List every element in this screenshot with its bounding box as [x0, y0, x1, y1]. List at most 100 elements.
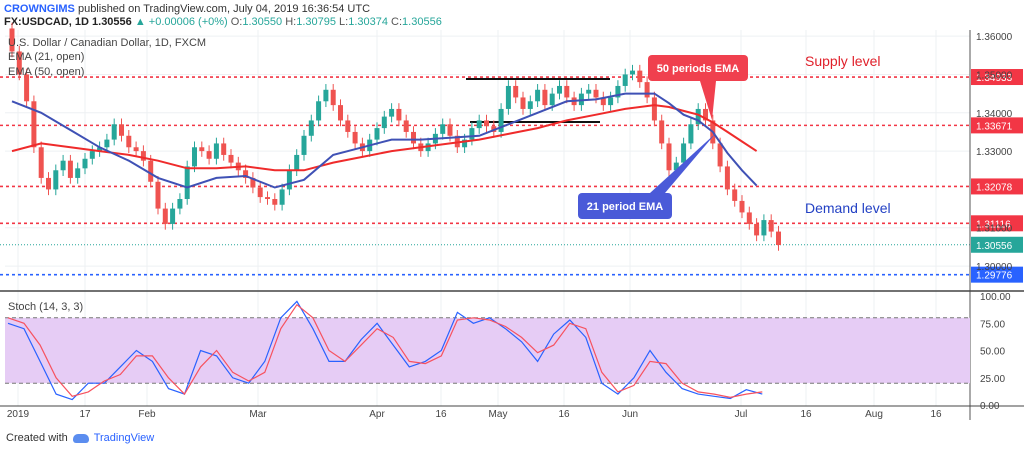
- legend-ema21: EMA (21, open): [8, 51, 84, 63]
- y-tick-label: 1.30000: [976, 262, 1013, 273]
- candle-body: [732, 189, 738, 201]
- low-label: L:: [339, 16, 349, 28]
- horizontal-levels: 1.34933 1.33671 1.32078 1.31116 1.30556 1.297…: [0, 69, 1023, 283]
- candle-body: [294, 154, 300, 171]
- y-tick-label: 1.34000: [976, 109, 1013, 120]
- ema21-callout-box: [578, 193, 672, 219]
- low-value: 1.30374: [348, 16, 388, 28]
- time-axis: 2019 17 Feb Mar Apr 16 May 16 Jun Jul 16 Aug 16: [7, 409, 942, 420]
- candle-body: [542, 89, 548, 106]
- candle-body: [228, 154, 234, 163]
- candle-body: [250, 177, 256, 188]
- candle-body: [476, 120, 482, 129]
- candle-body: [316, 101, 322, 121]
- candle-body: [622, 74, 628, 86]
- price-change: ▲ +0.00006 (+0%): [134, 16, 228, 28]
- candle-body: [119, 124, 124, 136]
- candle-body: [126, 135, 132, 148]
- annotations: Supply level Demand level 50 periods EMA 21…: [578, 53, 891, 219]
- candle-body: [381, 116, 387, 129]
- candle-body: [31, 101, 37, 148]
- candle-body: [637, 70, 643, 83]
- symbol-label[interactable]: FX:USDCAD, 1D: [4, 16, 89, 28]
- publish-line: CROWNGIMS published on TradingView.com, …: [4, 3, 442, 16]
- candle-body: [586, 89, 592, 94]
- candle-body: [593, 89, 599, 98]
- open-label: O:: [230, 16, 243, 28]
- candle-body: [754, 223, 760, 236]
- candle-body: [24, 74, 30, 102]
- candle-body: [345, 120, 351, 132]
- candle-body: [389, 108, 395, 117]
- candle-body: [53, 170, 59, 190]
- candle-body: [505, 85, 511, 109]
- stoch-y-tick-label: 0.00: [980, 401, 1000, 412]
- candle-body: [469, 128, 475, 140]
- x-tick-label: 17: [79, 409, 91, 420]
- level-price-label: 1.34933: [976, 73, 1013, 84]
- candle-body: [608, 97, 614, 106]
- supply-level-label: Supply level: [805, 53, 881, 69]
- x-tick-label: 16: [435, 409, 447, 420]
- candle-body: [338, 105, 343, 121]
- candle-body: [308, 120, 314, 136]
- candle-body: [761, 220, 767, 236]
- y-tick-label: 1.31000: [976, 224, 1013, 235]
- candle-body: [148, 160, 154, 182]
- stoch-band-fill: [5, 317, 970, 384]
- candle-body: [38, 147, 44, 178]
- level-price-label: 1.31116: [976, 219, 1011, 230]
- level-price-tag: [971, 117, 1023, 134]
- y-tick-label: 1.33000: [976, 147, 1013, 158]
- x-tick-label: 16: [930, 409, 942, 420]
- level-price-label: 1.33671: [976, 121, 1013, 132]
- candle-body: [199, 147, 205, 152]
- chart-title: U.S. Dollar / Canadian Dollar, 1D, FXCM: [8, 37, 206, 49]
- candle-body: [213, 143, 219, 159]
- candle-body: [535, 89, 541, 102]
- high-value: 1.30795: [296, 16, 336, 28]
- ema50-callout-text: 50 periods EMA: [657, 63, 740, 75]
- candle-body: [301, 135, 307, 155]
- level-price-tag: [971, 69, 1023, 86]
- x-tick-label: 2019: [7, 409, 30, 420]
- candle-body: [600, 97, 606, 106]
- stoch-y-tick-label: 75.00: [980, 319, 1005, 330]
- candle-body: [615, 85, 621, 98]
- level-price-tag: [971, 215, 1023, 232]
- created-with-text: Created with: [6, 432, 68, 444]
- candle-body: [520, 97, 526, 109]
- x-tick-label: Jun: [622, 409, 638, 420]
- ema21-line: [11, 92, 758, 189]
- candle-body: [776, 231, 781, 245]
- stoch-title: Stoch (14, 3, 3): [8, 301, 83, 313]
- ema-lines: [11, 92, 758, 189]
- candle-body: [703, 108, 708, 121]
- candle-body: [89, 151, 95, 159]
- candle-body: [243, 170, 249, 178]
- x-tick-label: 16: [558, 409, 570, 420]
- stoch-y-tick-label: 100.00: [980, 292, 1011, 303]
- candle-body: [221, 143, 227, 155]
- candle-body: [564, 85, 570, 98]
- ema21-callout-pointer: [650, 133, 716, 193]
- candle-body: [177, 199, 183, 209]
- candle-body: [206, 151, 212, 159]
- author-link[interactable]: CROWNGIMS: [4, 3, 75, 15]
- x-tick-label: Aug: [865, 409, 883, 420]
- candle-body: [75, 168, 81, 178]
- level-price-tag: [971, 178, 1023, 195]
- candle-body: [352, 131, 358, 144]
- candle-body: [498, 108, 504, 132]
- tradingview-brand[interactable]: TradingView: [93, 432, 155, 444]
- last-price: 1.30556: [92, 16, 132, 28]
- candle-body: [447, 124, 453, 136]
- stoch-d-line: [7, 303, 763, 399]
- candle-body: [155, 181, 161, 209]
- candle-body: [673, 162, 679, 171]
- candle-body: [374, 128, 380, 140]
- candle-body: [67, 160, 73, 178]
- candle-body: [323, 89, 329, 102]
- candle-body: [644, 82, 650, 98]
